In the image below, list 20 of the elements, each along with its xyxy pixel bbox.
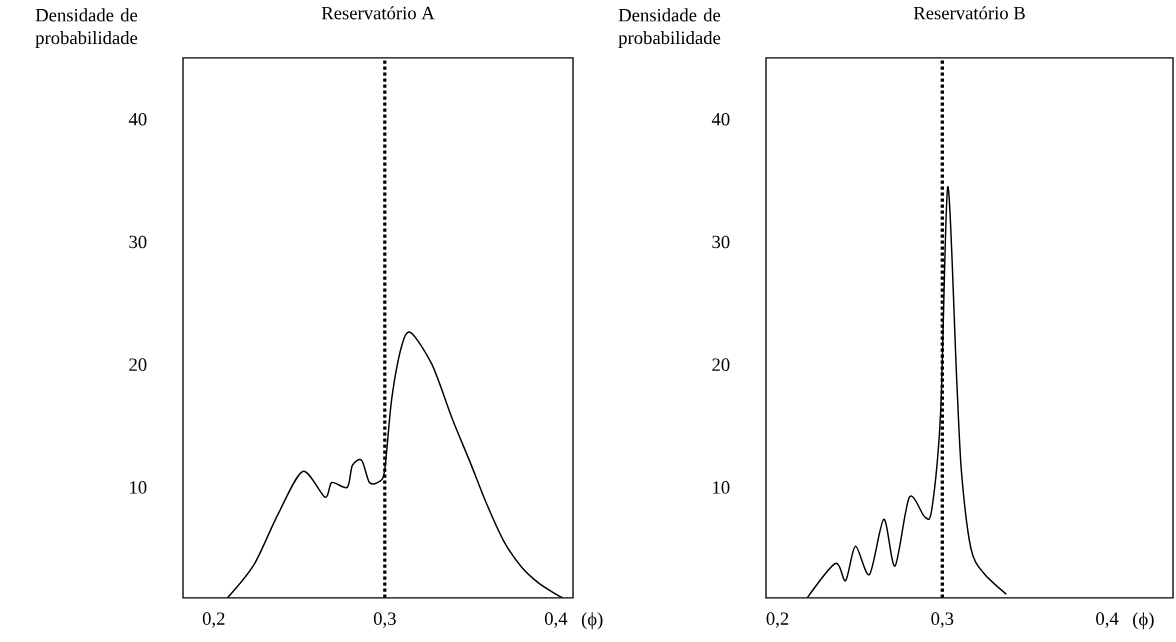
x-tick-label: 0,2 bbox=[202, 612, 225, 628]
y-tick-label: 20 bbox=[129, 358, 147, 372]
y-axis-title: Densidade de probabilidade bbox=[35, 8, 138, 49]
y-axis-title: Densidade de probabilidade bbox=[618, 8, 721, 49]
chart-title: Reservatório A bbox=[321, 6, 435, 20]
x-tick-label: 0,2 bbox=[766, 612, 789, 628]
y-tick-label: 40 bbox=[128, 112, 147, 126]
x-tick-label: 0,3 bbox=[373, 612, 396, 628]
y-tick-label: 20 bbox=[712, 358, 730, 372]
y-tick-label: 30 bbox=[129, 235, 147, 249]
x-axis-title: (ϕ) bbox=[581, 612, 603, 630]
y-tick-label: 10 bbox=[713, 481, 730, 494]
y-tick-label: 40 bbox=[711, 112, 730, 126]
x-tick-label: 0,4 bbox=[1096, 612, 1119, 628]
chart-title: Reservatório B bbox=[913, 6, 1025, 20]
y-tick-label: 10 bbox=[130, 481, 147, 494]
x-tick-label: 0,3 bbox=[931, 612, 954, 628]
x-axis-title: (ϕ) bbox=[1133, 612, 1154, 630]
x-tick-label: 0,4 bbox=[544, 612, 568, 628]
y-tick-label: 30 bbox=[712, 235, 730, 249]
